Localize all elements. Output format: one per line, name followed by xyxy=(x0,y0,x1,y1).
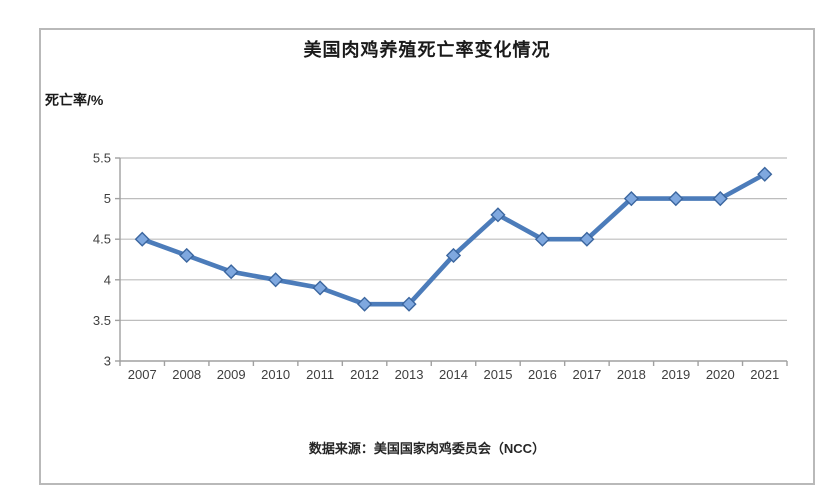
data-point-marker-2020 xyxy=(712,191,728,207)
y-tick-label: 5.5 xyxy=(93,151,111,166)
series-markers xyxy=(134,166,773,312)
data-point-marker-2017 xyxy=(579,231,595,247)
data-point-marker-2018 xyxy=(623,191,639,207)
data-point-marker-2015 xyxy=(490,207,506,223)
x-tick-label: 2011 xyxy=(306,367,334,382)
data-point-marker-2014 xyxy=(445,247,462,264)
x-tick-label: 2015 xyxy=(484,367,513,382)
data-point-marker-2007 xyxy=(134,231,150,247)
y-axis-title: 死亡率/% xyxy=(45,92,104,108)
x-tick-label: 2007 xyxy=(128,367,157,382)
x-tick-label: 2012 xyxy=(350,367,379,382)
data-point-marker-2009 xyxy=(223,264,239,280)
gridlines xyxy=(120,157,787,321)
x-tick-label: 2010 xyxy=(261,367,290,382)
data-point-marker-2021 xyxy=(757,166,773,182)
x-tick-label: 2019 xyxy=(661,367,690,382)
data-point-marker-2016 xyxy=(534,231,551,247)
y-tick-label: 4 xyxy=(104,272,111,287)
x-tick-label: 2013 xyxy=(395,367,424,382)
data-point-marker-2019 xyxy=(668,191,684,207)
y-tick-label: 4.5 xyxy=(93,232,111,247)
x-tick-label: 2008 xyxy=(172,367,201,382)
y-tick-label: 3 xyxy=(104,354,111,369)
x-tick-label: 2016 xyxy=(528,367,557,382)
x-tick-label: 2021 xyxy=(750,367,779,382)
x-tick-labels: 2007 2008 2009 2010 2011 2012 2013 2014 2015 2016… xyxy=(119,361,788,382)
x-tick-label: 2018 xyxy=(617,367,646,382)
chart-title: 美国肉鸡养殖死亡率变化情况 xyxy=(303,40,551,60)
x-tick-label: 2014 xyxy=(439,367,468,382)
data-point-marker-2010 xyxy=(268,272,284,288)
data-point-marker-2011 xyxy=(312,280,328,296)
x-tick-label: 2017 xyxy=(572,367,601,382)
data-source-note: 数据来源：美国国家肉鸡委员会（NCC） xyxy=(308,441,546,456)
x-tick-label: 2009 xyxy=(217,367,246,382)
y-tick-labels: 3 3.5 4 4.5 5 5.5 xyxy=(93,151,120,369)
x-tick-label: 2020 xyxy=(706,367,735,382)
data-point-marker-2012 xyxy=(356,296,373,312)
y-tick-label: 3.5 xyxy=(93,313,111,328)
data-point-marker-2013 xyxy=(401,296,417,312)
data-point-marker-2008 xyxy=(179,247,195,264)
axes xyxy=(119,158,787,362)
chart-frame xyxy=(39,28,815,485)
y-tick-label: 5 xyxy=(104,191,111,206)
